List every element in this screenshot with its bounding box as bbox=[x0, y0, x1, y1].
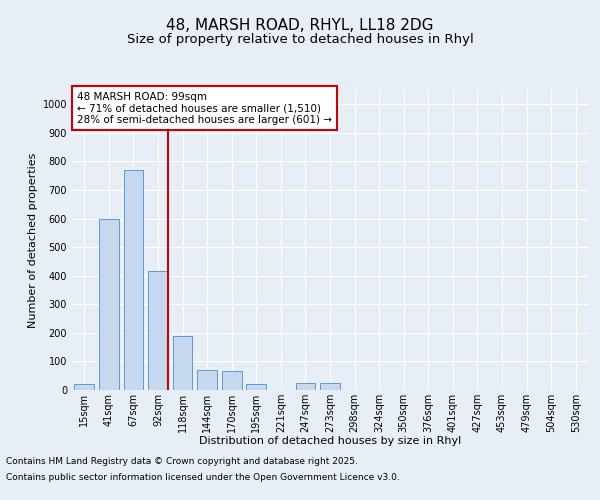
Bar bbox=[222, 372, 242, 390]
Bar bbox=[247, 384, 266, 390]
Text: Size of property relative to detached houses in Rhyl: Size of property relative to detached ho… bbox=[127, 32, 473, 46]
Bar bbox=[320, 383, 340, 390]
Bar bbox=[197, 370, 217, 390]
Text: Contains HM Land Registry data © Crown copyright and database right 2025.: Contains HM Land Registry data © Crown c… bbox=[6, 458, 358, 466]
Bar bbox=[124, 170, 143, 390]
Bar bbox=[296, 383, 315, 390]
Text: Contains public sector information licensed under the Open Government Licence v3: Contains public sector information licen… bbox=[6, 472, 400, 482]
Bar bbox=[99, 218, 119, 390]
Text: 48, MARSH ROAD, RHYL, LL18 2DG: 48, MARSH ROAD, RHYL, LL18 2DG bbox=[166, 18, 434, 32]
Y-axis label: Number of detached properties: Number of detached properties bbox=[28, 152, 38, 328]
Bar bbox=[148, 272, 168, 390]
X-axis label: Distribution of detached houses by size in Rhyl: Distribution of detached houses by size … bbox=[199, 436, 461, 446]
Bar bbox=[173, 336, 193, 390]
Text: 48 MARSH ROAD: 99sqm
← 71% of detached houses are smaller (1,510)
28% of semi-de: 48 MARSH ROAD: 99sqm ← 71% of detached h… bbox=[77, 92, 332, 124]
Bar bbox=[74, 384, 94, 390]
